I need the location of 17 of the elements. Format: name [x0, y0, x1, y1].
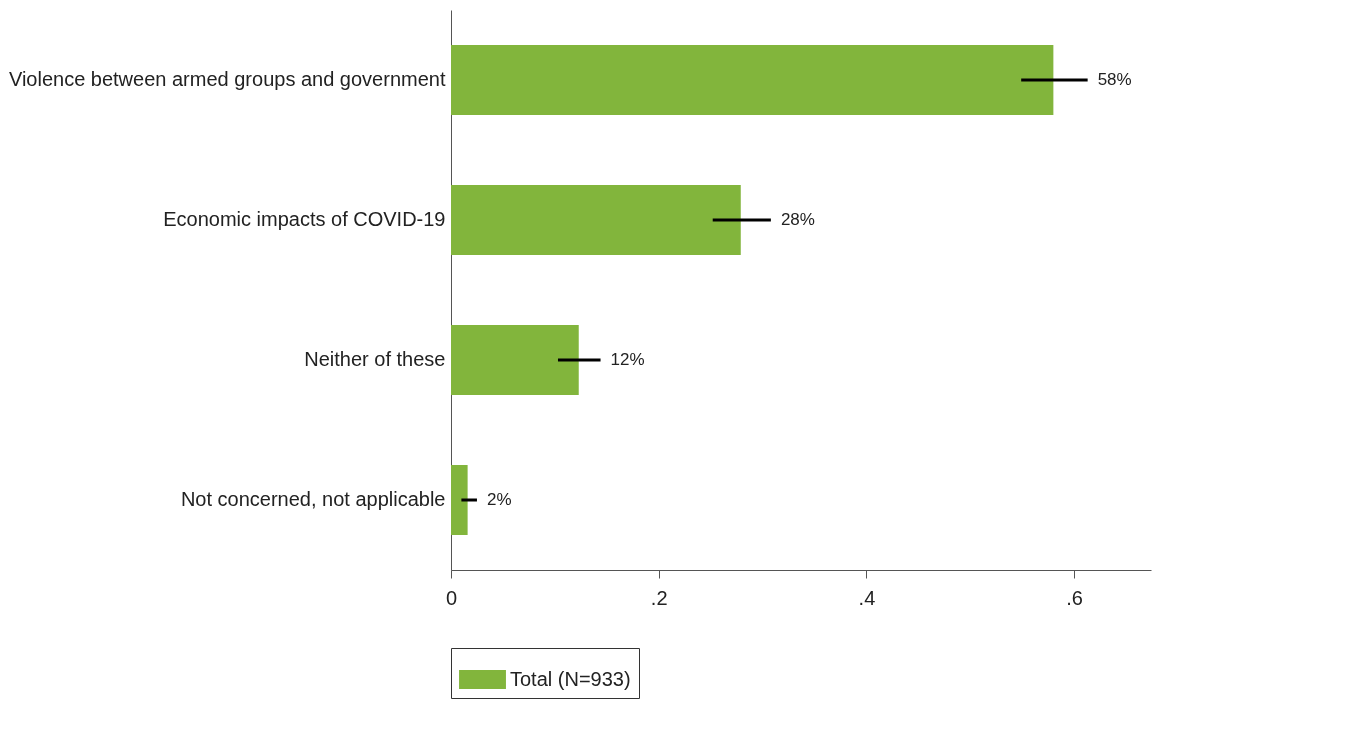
- bar: [451, 465, 468, 535]
- x-tick-label: 0: [445, 586, 458, 609]
- x-tick-label: .2: [650, 586, 668, 609]
- data-label: 2%: [486, 490, 512, 509]
- y-tick-label: Not concerned, not applicable: [180, 488, 446, 510]
- bar: [451, 185, 741, 255]
- data-label: 28%: [780, 210, 815, 229]
- bar: [451, 325, 579, 395]
- data-label: 12%: [610, 350, 645, 369]
- y-tick-label: Economic impacts of COVID-19: [163, 208, 446, 230]
- y-tick-label: Violence between armed groups and government: [8, 68, 446, 90]
- x-tick-label: .4: [858, 586, 876, 609]
- x-tick-label: .6: [1066, 586, 1083, 609]
- data-label: 58%: [1097, 70, 1132, 89]
- legend-label: Total (N=933): [510, 667, 631, 690]
- bar: [451, 45, 1054, 115]
- y-tick-label: Neither of these: [304, 348, 446, 370]
